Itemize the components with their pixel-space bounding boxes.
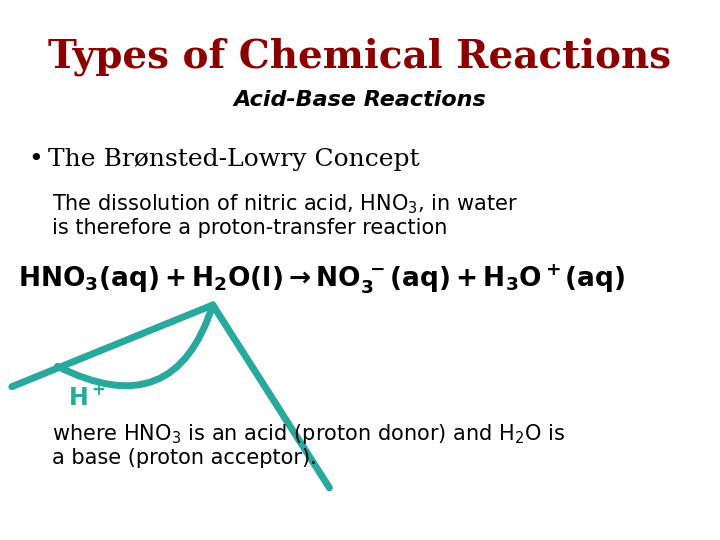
Text: The Brønsted-Lowry Concept: The Brønsted-Lowry Concept [48, 148, 420, 171]
Text: The dissolution of nitric acid, HNO$_3$, in water: The dissolution of nitric acid, HNO$_3$,… [52, 192, 518, 215]
Text: is therefore a proton-transfer reaction: is therefore a proton-transfer reaction [52, 218, 447, 238]
Text: a base (proton acceptor).: a base (proton acceptor). [52, 448, 317, 468]
Text: Types of Chemical Reactions: Types of Chemical Reactions [48, 38, 672, 77]
Text: Acid-Base Reactions: Acid-Base Reactions [233, 90, 487, 110]
Text: $\mathbf{HNO_3(aq)+H_2O(l)\rightarrow NO_3^{\ -}(aq)+H_3O^+(aq)}$: $\mathbf{HNO_3(aq)+H_2O(l)\rightarrow NO… [18, 262, 625, 296]
Text: •: • [28, 148, 42, 171]
Text: where HNO$_3$ is an acid (proton donor) and H$_2$O is: where HNO$_3$ is an acid (proton donor) … [52, 422, 565, 446]
Text: $\mathbf{H^+}$: $\mathbf{H^+}$ [68, 385, 105, 410]
